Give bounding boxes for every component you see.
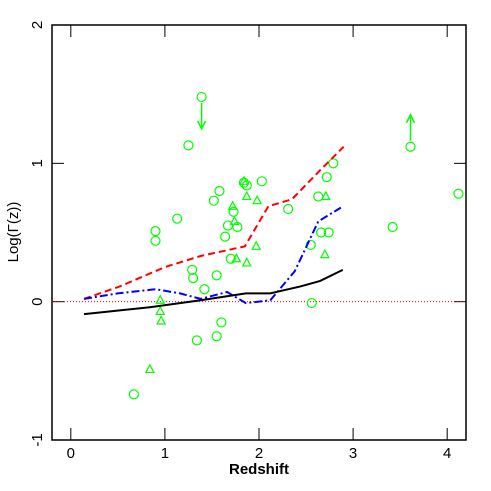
circle-point <box>238 177 250 188</box>
circle-point <box>328 158 339 169</box>
circle-point <box>191 335 202 346</box>
circle-point <box>216 317 227 328</box>
triangle-point <box>229 215 240 226</box>
circle-point <box>220 231 231 242</box>
circle-point <box>316 227 327 238</box>
triangle-point <box>241 257 252 267</box>
circle-point <box>211 331 222 342</box>
x-tick-label: 2 <box>255 445 263 462</box>
circle-point <box>150 226 161 237</box>
limit-arrow-head <box>196 120 207 131</box>
y-tick-label: 0 <box>29 297 46 305</box>
circle-point <box>128 389 139 400</box>
circle-point <box>323 227 334 238</box>
circle-point <box>183 140 194 151</box>
circle-point <box>321 172 332 183</box>
x-tick-label: 4 <box>443 445 451 462</box>
circle-point <box>228 206 239 217</box>
triangle-point <box>320 190 331 201</box>
circle-point <box>453 188 464 199</box>
triangle-point <box>156 315 167 325</box>
triangle-point <box>144 363 155 374</box>
circle-point <box>211 270 222 281</box>
circle-point <box>306 297 317 309</box>
triangle-point <box>319 248 330 259</box>
circle-point <box>256 176 267 187</box>
y-tick-label: 1 <box>29 159 46 167</box>
triangle-point <box>238 175 249 185</box>
circle-point <box>188 273 199 284</box>
triangle-point <box>231 253 242 263</box>
circle-point <box>150 235 161 246</box>
line-series <box>83 146 345 300</box>
circle-point <box>405 141 416 152</box>
x-tick-label: 3 <box>349 445 357 462</box>
limit-arrow-head <box>405 113 416 124</box>
circle-point <box>225 253 236 264</box>
x-axis-label: Redshift <box>229 461 289 478</box>
circle-point <box>214 185 225 197</box>
line-series <box>83 206 342 305</box>
y-tick-label: 2 <box>29 21 46 29</box>
y-axis-label: Log(Γ(z)) <box>5 202 22 263</box>
plot-frame <box>51 24 467 441</box>
circle-point <box>232 221 243 233</box>
circle-point <box>199 284 210 295</box>
triangle-point <box>227 200 238 210</box>
line-series <box>83 268 344 316</box>
triangle-point <box>251 240 262 250</box>
circle-point <box>196 91 207 103</box>
circle-point <box>222 220 234 231</box>
triangle-point <box>155 294 166 304</box>
circle-point <box>172 213 183 224</box>
circle-point <box>187 264 198 275</box>
circle-point <box>387 221 398 233</box>
x-tick-label: 1 <box>161 445 169 462</box>
y-tick-label: -1 <box>29 433 46 446</box>
triangle-point <box>155 305 166 315</box>
circle-point <box>283 203 294 215</box>
circle-point <box>208 195 219 206</box>
x-tick-label: 0 <box>67 445 75 462</box>
triangle-point <box>241 190 252 201</box>
triangle-point <box>252 194 263 205</box>
